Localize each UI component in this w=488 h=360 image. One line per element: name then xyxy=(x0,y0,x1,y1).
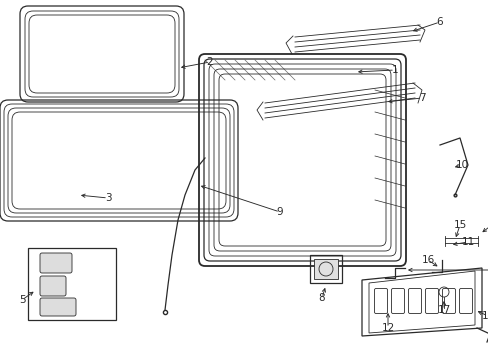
Text: 10: 10 xyxy=(454,160,468,170)
Text: 15: 15 xyxy=(452,220,466,230)
Text: 3: 3 xyxy=(104,193,111,203)
Text: 8: 8 xyxy=(318,293,325,303)
Text: 5: 5 xyxy=(19,295,25,305)
Text: 17: 17 xyxy=(436,305,450,315)
Bar xyxy=(28,248,116,320)
Text: 11: 11 xyxy=(461,237,474,247)
Text: 1: 1 xyxy=(391,65,398,75)
FancyBboxPatch shape xyxy=(40,253,72,273)
Text: 16: 16 xyxy=(421,255,434,265)
Text: 9: 9 xyxy=(276,207,283,217)
Text: 7: 7 xyxy=(418,93,425,103)
FancyBboxPatch shape xyxy=(40,298,76,316)
Text: 6: 6 xyxy=(436,17,443,27)
Bar xyxy=(309,255,341,283)
Text: 2: 2 xyxy=(206,57,213,67)
Bar xyxy=(313,259,337,279)
FancyBboxPatch shape xyxy=(40,276,66,296)
Text: 14: 14 xyxy=(480,311,488,321)
Text: 12: 12 xyxy=(381,323,394,333)
